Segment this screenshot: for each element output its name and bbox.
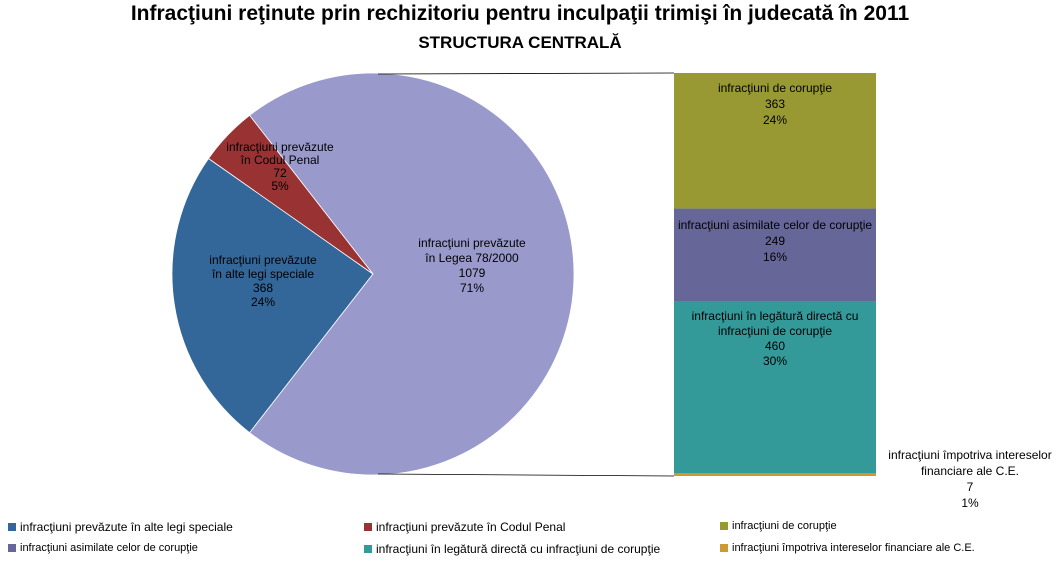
legend-item-legatura-directa: infracţiuni în legătură directă cu infra…: [364, 542, 660, 556]
legend-label: infracţiuni în legătură directă cu infra…: [376, 542, 661, 556]
pie-label-alte-legi: infracţiuni prevăzute în alte legi specia…: [209, 253, 317, 309]
legend-swatch: [8, 523, 16, 531]
bar-segment-legatura-directa: [674, 301, 876, 474]
pie-slice-alte-legi: [171, 157, 374, 434]
bar-segment-coruptie: [674, 73, 876, 209]
bar-label-asimilate: infracţiuni asimilate celor de corupţie 2…: [678, 218, 872, 264]
legend-label: infracţiuni prevăzute în alte legi speci…: [20, 520, 233, 534]
connector-line-bottom: [377, 473, 675, 477]
pie-label-codul-penal: infracţiuni prevăzute în Codul Penal 72 5%: [226, 140, 334, 193]
legend-item-coruptie: infracţiuni de corupţie: [720, 520, 837, 532]
chart-title: Infracţiuni reţinute prin rechizitoriu p…: [130, 2, 910, 25]
bar-label-legatura-directa: infracţiuni în legătură directă cu infrac…: [692, 309, 859, 368]
legend-swatch: [364, 523, 372, 531]
chart-subtitle: STRUCTURA CENTRALĂ: [418, 33, 622, 52]
legend-label: infracţiuni prevăzute în Codul Penal: [376, 520, 566, 534]
legend: infracţiuni prevăzute în alte legi speci…: [0, 516, 1059, 561]
legend-swatch: [720, 522, 728, 530]
bar-segment-interese-ce: [674, 473, 876, 476]
bar-of-pie-chart: infracţiuni prevăzute în alte legi specia…: [171, 72, 1052, 510]
legend-item-alte-legi: infracţiuni prevăzute în alte legi speci…: [8, 520, 233, 534]
legend-label: infracţiuni de corupţie: [732, 520, 837, 532]
legend-item-interese-ce: infracţiuni împotriva intereselor financ…: [720, 542, 975, 554]
bar-label-coruptie: infracţiuni de corupţie 363 24%: [718, 81, 832, 127]
pie-label-legea-78: infracţiuni prevăzute în Legea 78/2000 107…: [418, 236, 526, 295]
legend-item-codul-penal: infracţiuni prevăzute în Codul Penal: [364, 520, 565, 534]
bar-label-interese-ce: infracţiuni împotriva intereselor financi…: [888, 448, 1051, 510]
legend-swatch: [364, 545, 372, 553]
legend-label: infracţiuni împotriva intereselor financ…: [732, 542, 975, 554]
connector-line-top: [377, 72, 675, 75]
legend-swatch: [8, 544, 16, 552]
legend-item-asimilate: infracţiuni asimilate celor de corupţie: [8, 542, 198, 554]
legend-label: infracţiuni asimilate celor de corupţie: [20, 542, 198, 554]
pie-slice-legea-78: [249, 72, 575, 476]
bar-segment-asimilate: [674, 208, 876, 302]
legend-swatch: [720, 544, 728, 552]
